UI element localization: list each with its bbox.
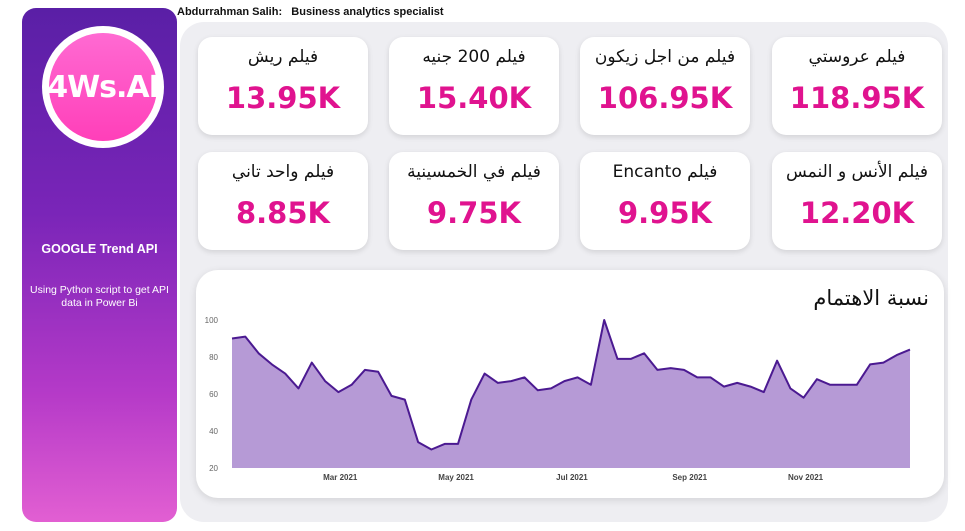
kpi-card: فيلم عروستي 118.95K	[772, 37, 942, 135]
kpi-value: 106.95K	[597, 81, 733, 115]
kpi-title: فيلم ريش	[247, 47, 319, 67]
x-tick-label: May 2021	[438, 473, 474, 482]
kpi-value: 15.40K	[416, 81, 532, 115]
y-tick-label: 20	[209, 464, 218, 473]
y-tick-label: 60	[209, 390, 218, 399]
kpi-value: 9.75K	[426, 196, 522, 230]
x-tick-label: Jul 2021	[556, 473, 588, 482]
kpi-card: فيلم في الخمسينية 9.75K	[389, 152, 559, 250]
logo: 4Ws.AI	[47, 33, 160, 141]
kpi-card: فيلم 200 جنيه 15.40K	[389, 37, 559, 135]
kpi-title: فيلم 200 جنيه	[422, 47, 526, 67]
sidebar-subtitle: Using Python script to get API data in P…	[30, 284, 169, 309]
x-tick-label: Nov 2021	[788, 473, 824, 482]
sidebar-title: GOOGLE Trend API	[41, 242, 158, 256]
kpi-card: فيلم ريش 13.95K	[198, 37, 368, 135]
kpi-value: 118.95K	[789, 81, 925, 115]
sidebar: 4Ws.AI GOOGLE Trend API Using Python scr…	[22, 8, 177, 522]
kpi-title: فيلم عروستي	[808, 47, 906, 67]
kpi-card: فيلم من اجل زيكون 106.95K	[580, 37, 750, 135]
kpi-title: فيلم من اجل زيكون	[594, 47, 736, 67]
kpi-card: فيلم الأنس و النمس 12.20K	[772, 152, 942, 250]
kpi-title: فيلم في الخمسينية	[407, 162, 541, 182]
logo-ring: 4Ws.AI	[42, 26, 164, 148]
y-tick-label: 100	[205, 316, 219, 325]
y-tick-label: 80	[209, 353, 218, 362]
series-area	[232, 320, 910, 468]
kpi-value: 13.95K	[225, 81, 341, 115]
y-tick-label: 40	[209, 427, 218, 436]
x-tick-label: Sep 2021	[672, 473, 707, 482]
kpi-value: 9.95K	[617, 196, 713, 230]
series-line	[231, 319, 911, 451]
kpi-value: 12.20K	[799, 196, 915, 230]
kpi-title: فيلم الأنس و النمس	[786, 162, 928, 182]
x-tick-label: Mar 2021	[323, 473, 358, 482]
author-label: Abdurrahman Salih: Business analytics sp…	[177, 6, 444, 18]
kpi-title: فيلم Encanto	[612, 162, 718, 182]
kpi-title: فيلم واحد تاني	[231, 162, 335, 182]
kpi-card: فيلم واحد تاني 8.85K	[198, 152, 368, 250]
chart-title: نسبة الاهتمام	[813, 286, 929, 310]
kpi-card: فيلم Encanto 9.95K	[580, 152, 750, 250]
kpi-value: 8.85K	[235, 196, 331, 230]
